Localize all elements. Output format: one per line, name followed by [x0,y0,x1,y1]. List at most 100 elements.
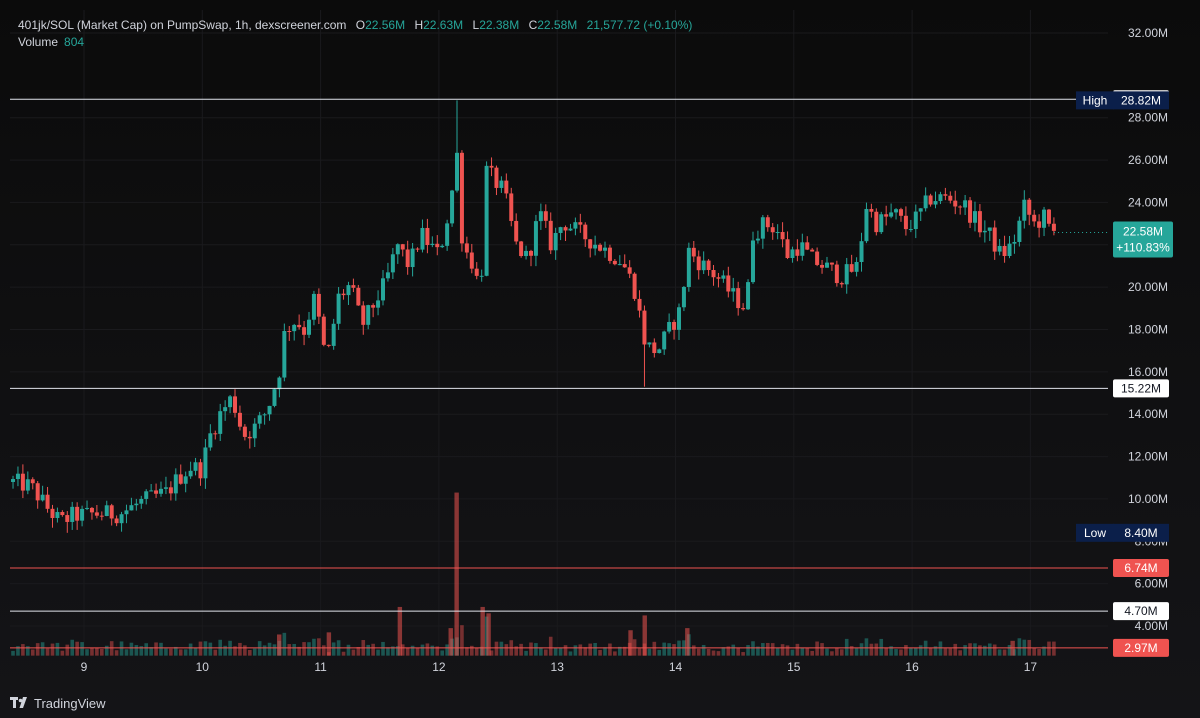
candle-body[interactable] [948,195,953,201]
candle-body[interactable] [385,272,390,279]
candle-body[interactable] [509,193,514,221]
candle-body[interactable] [612,260,617,265]
candle-body[interactable] [854,262,859,272]
candle-body[interactable] [35,483,40,501]
candle-body[interactable] [134,503,139,506]
candle-body[interactable] [588,239,593,249]
candle-body[interactable] [307,319,312,335]
candle-body[interactable] [149,490,154,492]
candle-body[interactable] [928,195,933,205]
candle-body[interactable] [267,405,272,415]
candle-body[interactable] [553,232,558,251]
candle-body[interactable] [381,278,386,301]
candle-body[interactable] [913,211,918,230]
candle-body[interactable] [356,287,361,306]
tradingview-footer[interactable]: TradingView [10,688,1200,718]
candle-body[interactable] [302,327,307,335]
candle-body[interactable] [139,498,144,504]
candle-body[interactable] [257,415,262,424]
candle-body[interactable] [336,293,341,324]
candle-body[interactable] [203,447,208,479]
candle-body[interactable] [622,264,627,268]
candle-body[interactable] [805,242,810,250]
candle-body[interactable] [568,228,573,231]
candle-body[interactable] [252,423,257,439]
candle-body[interactable] [548,220,553,251]
candle-body[interactable] [144,491,149,499]
candle-body[interactable] [691,247,696,257]
candle-body[interactable] [770,227,775,233]
candle-body[interactable] [844,264,849,285]
candle-body[interactable] [292,324,297,332]
candle-body[interactable] [810,249,815,252]
candle-body[interactable] [593,244,598,249]
candle-body[interactable] [943,194,948,196]
candle-body[interactable] [321,316,326,345]
candle-body[interactable] [824,262,829,268]
candle-body[interactable] [440,245,445,248]
candle-body[interactable] [415,248,420,250]
candle-body[interactable] [99,515,104,517]
candle-body[interactable] [711,270,716,278]
candle-body[interactable] [50,508,55,518]
candle-body[interactable] [479,275,484,277]
candle-body[interactable] [775,232,780,234]
candle-body[interactable] [45,494,50,509]
candle-body[interactable] [874,211,879,233]
candle-body[interactable] [361,305,366,325]
candle-body[interactable] [755,238,760,241]
candle-body[interactable] [578,222,583,225]
candle-body[interactable] [1012,241,1017,244]
candle-body[interactable] [859,241,864,263]
candle-body[interactable] [864,208,869,242]
candle-body[interactable] [667,321,672,332]
candle-body[interactable] [228,396,233,408]
candle-body[interactable] [30,479,35,484]
candle-body[interactable] [746,282,751,310]
candle-body[interactable] [1042,209,1047,228]
candle-body[interactable] [60,512,65,516]
candle-body[interactable] [459,152,464,244]
candle-body[interactable] [716,277,721,279]
candle-body[interactable] [70,506,75,522]
candle-body[interactable] [607,247,612,261]
candle-body[interactable] [208,433,213,448]
candle-body[interactable] [795,249,800,256]
candle-body[interactable] [173,474,178,494]
candle-body[interactable] [543,211,548,221]
candle-body[interactable] [188,470,193,477]
candle-body[interactable] [55,512,60,518]
candle-body[interactable] [297,324,302,328]
candle-body[interactable] [75,506,80,521]
candle-body[interactable] [154,490,159,494]
candle-body[interactable] [489,165,494,168]
candle-body[interactable] [834,264,839,284]
candle-body[interactable] [903,215,908,230]
candle-body[interactable] [15,473,20,480]
candle-body[interactable] [701,260,706,271]
candle-body[interactable] [519,241,524,257]
candle-body[interactable] [997,245,1002,252]
candle-body[interactable] [652,342,657,354]
candle-body[interactable] [474,268,479,276]
candle-body[interactable] [237,412,242,427]
candle-body[interactable] [11,479,16,482]
candle-body[interactable] [938,194,943,202]
candle-body[interactable] [218,411,223,434]
candle-body[interactable] [642,310,647,345]
candle-body[interactable] [464,243,469,253]
candle-body[interactable] [676,307,681,330]
candle-body[interactable] [750,240,755,283]
candle-body[interactable] [114,518,119,524]
candle-body[interactable] [573,222,578,229]
candle-body[interactable] [765,217,770,228]
candle-body[interactable] [499,180,504,188]
candle-body[interactable] [277,377,282,390]
candle-body[interactable] [681,286,686,308]
candle-body[interactable] [420,227,425,250]
candle-body[interactable] [583,224,588,240]
candle-body[interactable] [637,298,642,311]
candle-body[interactable] [223,407,228,412]
candle-body[interactable] [533,221,538,256]
candle-body[interactable] [898,209,903,216]
